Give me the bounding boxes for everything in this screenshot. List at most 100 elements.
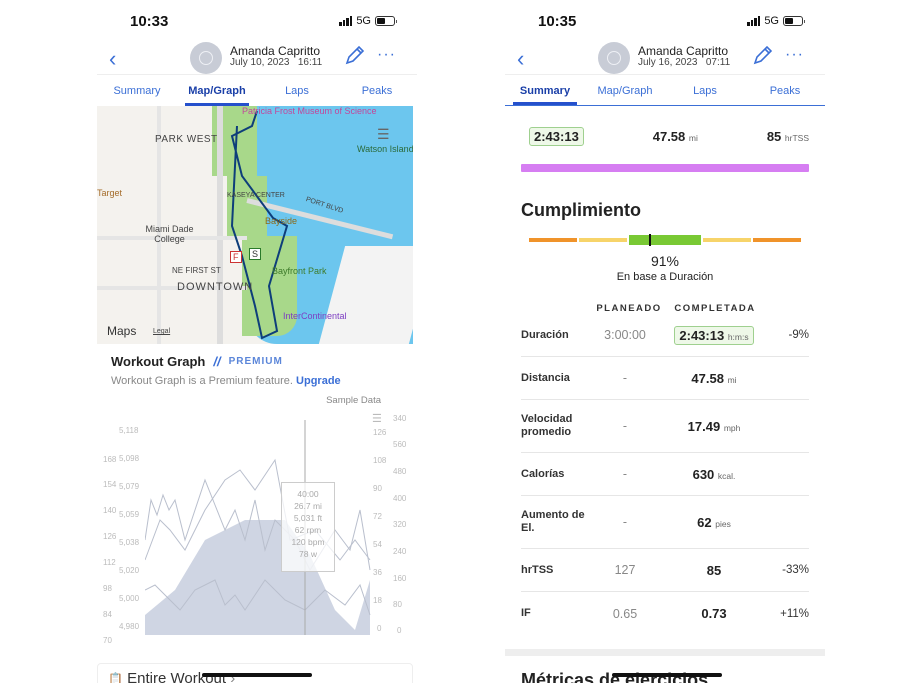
axis-tick: 154 — [103, 480, 117, 489]
start-marker: S — [249, 248, 262, 260]
completed-value: 2:43:13 — [679, 327, 725, 343]
planned-value: - — [622, 467, 628, 481]
metrics-title: Métricas de ejercicios — [521, 670, 708, 683]
tooltip-power: 78 w — [299, 549, 317, 559]
apple-maps-logo: Maps — [107, 324, 137, 338]
axis-tick: 4,980 — [119, 622, 140, 631]
tab-map-graph[interactable]: Map/Graph — [177, 75, 257, 106]
status-icons: 5G — [747, 15, 805, 27]
route-line — [230, 110, 289, 340]
axis-tick: 18 — [373, 596, 382, 605]
signal-icon — [339, 16, 353, 26]
tab-summary[interactable]: Summary — [113, 85, 161, 97]
table-row: Aumento de El. - 62 pies — [521, 496, 809, 549]
axis-tick: 340 — [393, 414, 407, 423]
more-options-icon[interactable]: ··· — [785, 46, 804, 63]
diff-value: -9% — [788, 329, 809, 341]
diff-value: +11% — [780, 607, 809, 620]
unit: mi — [727, 374, 737, 385]
compliance-marker — [649, 234, 651, 246]
map-label: Bayside — [265, 216, 298, 226]
axis-tick: 400 — [393, 494, 407, 503]
map-menu-icon[interactable]: ☰ — [377, 126, 390, 142]
tooltip-distance: 26.7 mi — [294, 501, 322, 511]
status-icons: 5G — [339, 15, 397, 27]
tooltip-heart-rate: 120 bpm — [291, 537, 325, 547]
table-row: Calorías - 630 kcal. — [521, 453, 809, 496]
unit: h:m:s — [727, 331, 749, 342]
upgrade-link[interactable]: Upgrade — [296, 375, 341, 387]
back-chevron-icon[interactable]: ‹ — [517, 46, 525, 71]
axis-tick: 140 — [103, 506, 117, 515]
row-label: Calorías — [521, 467, 565, 480]
axis-tick: 5,059 — [119, 510, 140, 519]
compliance-basis: En base a Duración — [616, 271, 714, 283]
axis-tick: 112 — [103, 558, 116, 567]
axis-tick: 108 — [373, 456, 387, 465]
table-row: Duración 3:00:00 2:43:13 h:m:s -9% — [521, 314, 809, 357]
tss-unit: hrTSS — [784, 132, 809, 143]
axis-tick: 5,000 — [119, 594, 140, 603]
unit: mph — [723, 422, 741, 433]
map-label: Miami Dade College — [145, 224, 194, 244]
axis-tick: 0 — [377, 624, 382, 633]
duration-value: 2:43:13 — [529, 126, 584, 146]
finish-marker: F — [230, 251, 242, 263]
completed-value: 62 — [697, 514, 712, 530]
tooltip-time: 40:00 — [297, 489, 319, 499]
column-completed: COMPLETADA — [674, 303, 756, 314]
axis-tick: 84 — [103, 610, 112, 619]
map-label: Target — [97, 188, 123, 198]
signal-icon — [747, 16, 761, 26]
tss-value: 85 — [766, 128, 782, 144]
graph-menu-icon[interactable]: ☰ — [372, 413, 382, 425]
planned-value: 127 — [614, 563, 636, 577]
tab-bar: Summary Map/Graph Laps Peaks — [505, 74, 825, 106]
column-planned: PLANEADO — [596, 303, 662, 314]
axis-tick: 98 — [103, 584, 112, 593]
pencil-edit-icon[interactable] — [751, 45, 773, 67]
home-indicator — [202, 673, 312, 677]
pencil-edit-icon[interactable] — [343, 45, 365, 67]
route-map[interactable]: Patricia Frost Museum of Science PARK WE… — [97, 106, 413, 344]
tab-peaks[interactable]: Peaks — [769, 85, 801, 97]
distance-value: 47.58 — [652, 128, 686, 144]
tab-summary[interactable]: Summary — [505, 75, 585, 105]
axis-tick: 240 — [393, 547, 407, 556]
axis-tick: 126 — [373, 428, 387, 437]
map-legal-link[interactable]: Legal — [153, 328, 171, 335]
graph-tooltip: 40:00 26.7 mi 5,031 ft 62 rpm 120 bpm 78… — [281, 482, 335, 572]
tab-laps[interactable]: Laps — [693, 85, 717, 97]
tooltip-cadence: 62 rpm — [294, 525, 322, 535]
axis-tick: 480 — [393, 467, 407, 476]
network-label: 5G — [764, 15, 779, 27]
workout-date: July 16, 2023 — [638, 57, 698, 68]
tab-map-graph[interactable]: Map/Graph — [597, 85, 653, 97]
back-chevron-icon[interactable]: ‹ — [109, 46, 117, 71]
tab-peaks[interactable]: Peaks — [361, 85, 393, 97]
workout-header: ‹ Amanda Capritto July 16, 2023 07:11 ··… — [505, 42, 825, 74]
status-bar: 10:33 5G — [97, 0, 417, 42]
table-row: Velocidad promedio - 17.49 mph — [521, 400, 809, 453]
axis-tick: 90 — [373, 484, 382, 493]
axis-tick: 5,038 — [119, 538, 140, 547]
map-label: NE FIRST ST — [172, 266, 221, 275]
axis-tick: 0 — [397, 626, 402, 635]
more-options-icon[interactable]: ··· — [377, 46, 396, 63]
axis-tick: 160 — [393, 574, 407, 583]
entire-workout-label: Entire Workout — [127, 670, 227, 683]
compliance-percent: 91% — [650, 253, 680, 269]
avatar — [598, 42, 630, 74]
axis-tick: 80 — [393, 600, 402, 609]
battery-icon — [375, 16, 397, 26]
premium-icon: // — [213, 354, 221, 369]
map-label: DOWNTOWN — [177, 281, 254, 293]
sample-data-label: Sample Data — [326, 395, 381, 406]
tooltip-elevation: 5,031 ft — [293, 513, 323, 523]
workout-graph-chart[interactable]: 40:00 26.7 mi 5,031 ft 62 rpm 120 bpm 78… — [97, 410, 417, 650]
network-label: 5G — [356, 15, 371, 27]
row-label: Duración — [521, 328, 569, 341]
tab-laps[interactable]: Laps — [285, 85, 309, 97]
compliance-bar — [529, 234, 801, 247]
premium-badge: PREMIUM — [228, 356, 283, 367]
